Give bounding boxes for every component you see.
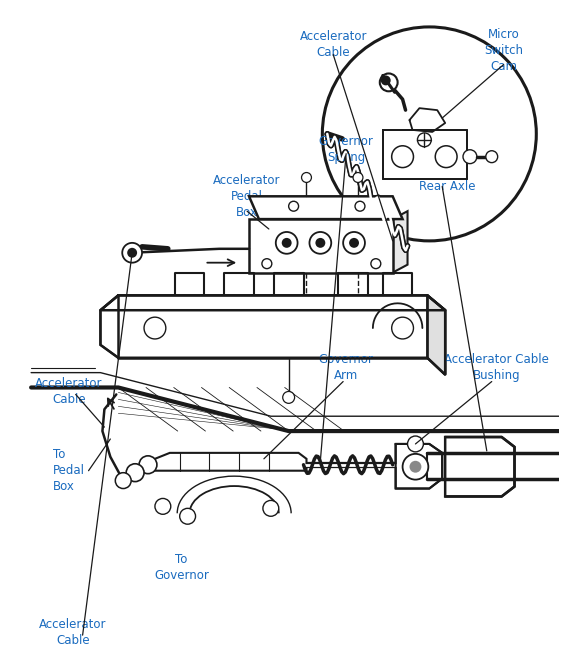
Text: Accelerator
Cable: Accelerator Cable: [39, 618, 106, 647]
Circle shape: [180, 508, 195, 524]
Circle shape: [408, 436, 423, 452]
Circle shape: [323, 27, 537, 241]
Circle shape: [403, 454, 428, 480]
Circle shape: [139, 456, 157, 474]
Circle shape: [262, 259, 272, 269]
Circle shape: [355, 201, 365, 211]
Circle shape: [392, 146, 413, 168]
Circle shape: [486, 151, 498, 162]
Text: Accelerator Cable
Bushing: Accelerator Cable Bushing: [444, 353, 549, 382]
Circle shape: [392, 317, 413, 339]
Circle shape: [302, 172, 311, 182]
Circle shape: [417, 133, 431, 147]
Circle shape: [155, 498, 171, 514]
Circle shape: [122, 243, 142, 263]
Circle shape: [343, 232, 365, 254]
Text: Accelerator
Cable: Accelerator Cable: [35, 377, 102, 406]
Circle shape: [310, 232, 331, 254]
Circle shape: [463, 150, 477, 164]
Polygon shape: [152, 453, 306, 471]
Circle shape: [127, 248, 137, 258]
Circle shape: [144, 317, 166, 339]
Polygon shape: [392, 211, 408, 273]
Polygon shape: [249, 219, 392, 273]
Text: To
Pedal
Box: To Pedal Box: [53, 448, 85, 493]
Circle shape: [371, 259, 381, 269]
Polygon shape: [356, 229, 383, 259]
Circle shape: [282, 238, 292, 248]
Text: Accelerator
Pedal
Box: Accelerator Pedal Box: [213, 174, 281, 219]
Polygon shape: [100, 295, 445, 375]
Polygon shape: [427, 295, 445, 375]
Circle shape: [380, 73, 397, 92]
Text: Micro
Switch
Cam: Micro Switch Cam: [484, 28, 523, 73]
Text: Governor
Arm: Governor Arm: [319, 353, 374, 382]
Circle shape: [263, 500, 279, 516]
Circle shape: [381, 75, 391, 86]
Circle shape: [115, 473, 131, 488]
Polygon shape: [396, 444, 442, 488]
Circle shape: [289, 201, 298, 211]
Circle shape: [353, 172, 363, 182]
Circle shape: [315, 238, 325, 248]
Circle shape: [126, 464, 144, 482]
Text: Governor
Spring: Governor Spring: [319, 135, 374, 164]
Circle shape: [283, 391, 294, 403]
Polygon shape: [249, 196, 403, 219]
Circle shape: [276, 232, 298, 254]
Text: Accelerator
Cable: Accelerator Cable: [300, 30, 367, 59]
Circle shape: [435, 146, 457, 168]
Circle shape: [349, 238, 359, 248]
Polygon shape: [383, 130, 467, 180]
Text: To
Governor: To Governor: [154, 553, 209, 582]
Polygon shape: [445, 437, 515, 496]
Text: Rear Axle: Rear Axle: [419, 180, 475, 193]
Circle shape: [409, 461, 421, 473]
